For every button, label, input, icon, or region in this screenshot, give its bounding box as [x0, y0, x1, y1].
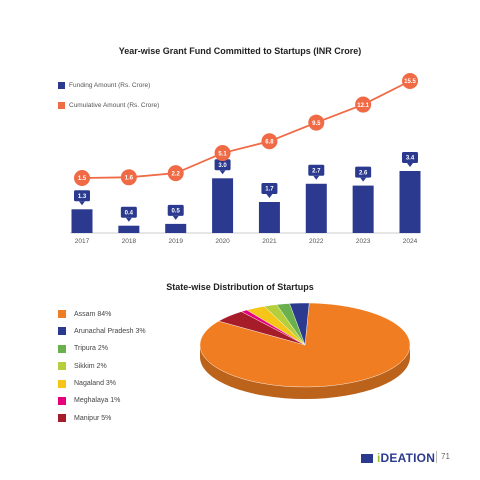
bar-callout-pointer-2021: [266, 194, 273, 198]
bar-callout-2020: [214, 159, 231, 171]
line-value-label-2021: 6.8: [265, 139, 274, 145]
line-point-2023: [355, 96, 372, 113]
pie-side-0-0: [200, 345, 410, 399]
pie-legend-label: Sikkim 2%: [74, 362, 107, 370]
partner-logo-icon: [361, 453, 373, 463]
x-tick-label-2024: 2024: [403, 238, 418, 245]
pie-legend-label: Meghalaya 1%: [74, 397, 121, 405]
pie-legend-label: Arunachal Pradesh 3%: [74, 327, 146, 335]
bar-callout-pointer-2023: [360, 177, 367, 182]
bar-callout-pointer-2019: [172, 215, 179, 220]
bar-callout-2024: [402, 152, 418, 163]
bar-2024: [399, 171, 421, 233]
bar-value-label-2017: 1.3: [78, 194, 87, 200]
x-tick-label-2018: 2018: [122, 238, 137, 245]
bar-value-label-2018: 0.4: [125, 210, 134, 216]
pie-legend-swatch: [58, 396, 66, 405]
bar-value-label-2023: 2.6: [359, 170, 368, 176]
line-point-2021: [261, 133, 278, 150]
chart1-title: Year-wise Grant Fund Committed to Startu…: [118, 46, 362, 56]
legend-swatch-cumulative: [58, 102, 65, 109]
bar-value-label-2022: 2.7: [312, 168, 321, 174]
legend-item-cumulative: Cumulative Amount (Rs. Crore): [58, 101, 159, 110]
pie-legend-swatch: [58, 344, 66, 353]
ideation-logo: iDEATION: [377, 451, 436, 465]
bar-2019: [165, 223, 187, 233]
line-value-label-2022: 9.5: [312, 121, 321, 127]
bar-2022: [305, 183, 327, 233]
bar-2020: [212, 178, 234, 233]
legend-label-funding: Funding Amount (Rs. Crore): [69, 82, 151, 89]
bar-2021: [258, 202, 280, 233]
bar-callout-2022: [308, 164, 325, 176]
line-value-label-2023: 12.1: [357, 103, 369, 109]
bar-callout-2017: [74, 190, 90, 202]
pie-legend-label: Assam 84%: [74, 310, 112, 318]
pie-legend-label: Nagaland 3%: [74, 380, 117, 388]
pie-legend-item: Sikkim 2%: [58, 361, 146, 371]
page-number: 71: [436, 451, 450, 463]
bar-callout-pointer-2020: [219, 170, 226, 175]
pie-legend-item: Tripura 2%: [58, 344, 146, 354]
legend-label-cumulative: Cumulative Amount (Rs. Crore): [69, 102, 160, 109]
pie-legend-item: Assam 84%: [58, 309, 146, 319]
pie-legend-swatch: [58, 362, 66, 371]
legend-swatch-funding: [58, 82, 65, 89]
pie-legend-swatch: [58, 310, 66, 318]
line-value-label-2024: 15.5: [404, 79, 416, 85]
chart1-plot: 1.3 2017 0.4 2018 0.5 2019 3.0 2020 1.7 2021 2.7 20…: [70, 73, 421, 245]
pie-legend-swatch: [58, 327, 66, 336]
x-tick-label-2021: 2021: [262, 238, 277, 245]
bar-callout-pointer-2018: [125, 217, 132, 222]
bar-value-label-2024: 3.4: [406, 156, 415, 162]
bar-callout-pointer-2017: [79, 201, 85, 206]
x-tick-label-2023: 2023: [356, 238, 371, 245]
line-point-2018: [120, 169, 137, 186]
bar-callout-2023: [355, 166, 372, 178]
bar-value-label-2019: 0.5: [172, 209, 181, 215]
chart1-legend: Funding Amount (Rs. Crore) Cumulative Am…: [58, 81, 159, 121]
bar-callout-2019: [167, 204, 184, 216]
legend-item-funding: Funding Amount (Rs. Crore): [58, 81, 159, 90]
chart2-title: State-wise Distribution of Startups: [166, 282, 314, 292]
pie-slice-6: [218, 311, 306, 346]
bar-callout-2018: [120, 206, 137, 218]
line-point-2022: [308, 114, 325, 131]
bar-value-label-2020: 3.0: [218, 163, 227, 169]
line-point-2024: [402, 73, 418, 89]
chart2-legend: Assam 84% Arunachal Pradesh 3% Tripura 2% S…: [58, 309, 146, 431]
x-tick-label-2019: 2019: [168, 238, 183, 245]
x-tick-label-2017: 2017: [75, 238, 90, 245]
pie-legend-item: Manipur 5%: [58, 413, 146, 423]
bar-callout-pointer-2022: [313, 175, 320, 180]
pie-legend-item: Nagaland 3%: [58, 379, 146, 389]
line-point-2020: [214, 145, 231, 162]
pie-legend-swatch: [58, 414, 66, 423]
bar-2017: [71, 209, 93, 233]
bar-2018: [118, 225, 140, 233]
pie-legend-item: Arunachal Pradesh 3%: [58, 326, 146, 336]
x-tick-label-2022: 2022: [309, 238, 324, 245]
x-tick-label-2020: 2020: [215, 238, 230, 245]
bar-callout-2021: [261, 183, 278, 194]
line-value-label-2017: 1.5: [78, 176, 87, 182]
line-point-2019: [167, 165, 184, 182]
pie-legend-label: Manipur 5%: [74, 414, 112, 422]
line-value-label-2018: 1.6: [125, 176, 134, 182]
footer-brand: iDEATION: [361, 451, 435, 465]
bar-2023: [352, 185, 374, 233]
line-value-label-2019: 2.2: [172, 171, 181, 177]
line-value-label-2020: 5.1: [218, 151, 227, 157]
line-point-2017: [74, 170, 90, 186]
bar-callout-pointer-2024: [407, 163, 413, 167]
pie-legend-label: Tripura 2%: [74, 345, 108, 353]
pie-legend-swatch: [58, 379, 66, 388]
bar-value-label-2021: 1.7: [265, 187, 274, 193]
pie-legend-item: Meghalaya 1%: [58, 396, 146, 406]
